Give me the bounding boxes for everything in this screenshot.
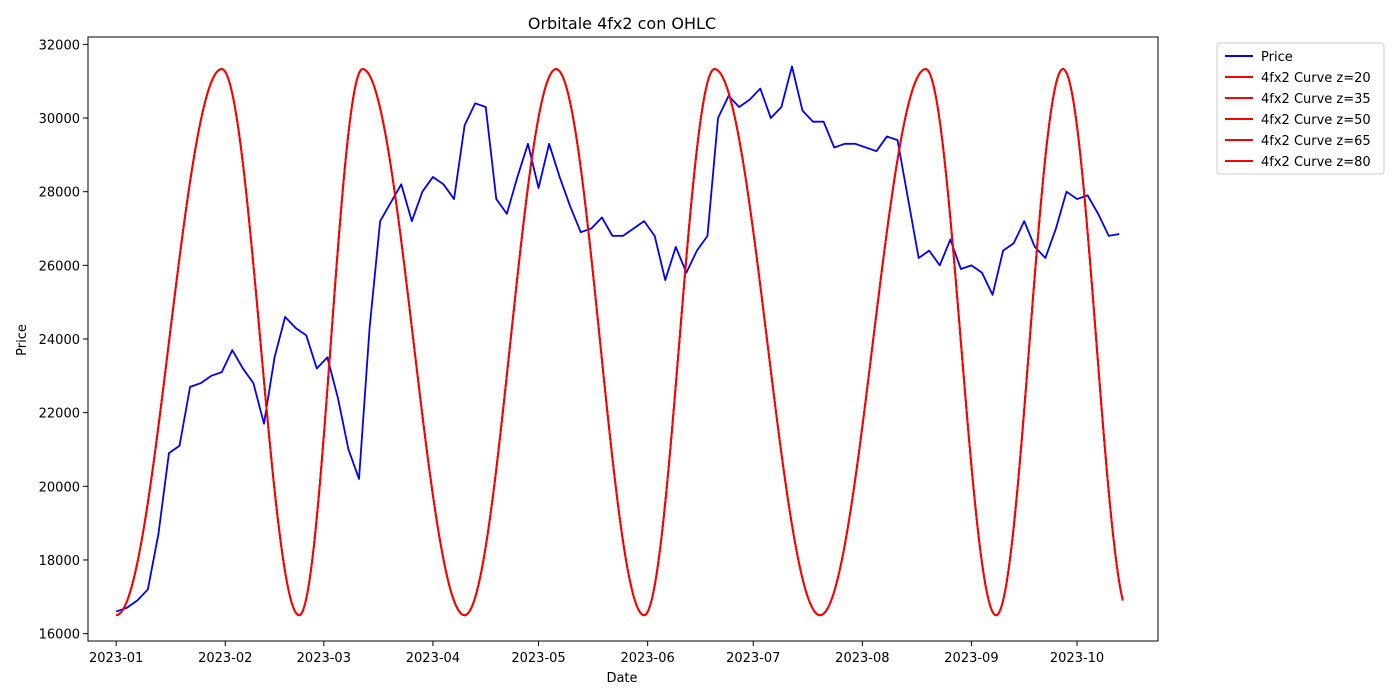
x-axis-title: Date bbox=[606, 671, 637, 686]
x-axis: 2023-01 2023-02 2023-03 2023-04 2023-05 2023-… bbox=[89, 641, 1104, 666]
legend-box bbox=[1216, 42, 1385, 175]
x-tick-label: 2023-03 bbox=[297, 651, 351, 666]
y-tick-label: 24000 bbox=[39, 333, 80, 348]
legend-entry: Price bbox=[1261, 50, 1293, 65]
y-axis-title: Price bbox=[15, 324, 30, 356]
x-tick-label: 2023-01 bbox=[89, 651, 143, 666]
y-tick-label: 16000 bbox=[39, 628, 80, 643]
legend-entry: 4fx2 Curve z=35 bbox=[1261, 92, 1371, 107]
legend-entry: 4fx2 Curve z=65 bbox=[1261, 134, 1371, 149]
chart-title: Orbitale 4fx2 con OHLC bbox=[528, 14, 716, 33]
x-tick-label: 2023-06 bbox=[620, 651, 674, 666]
y-tick-label: 20000 bbox=[39, 480, 80, 495]
legend-entry: 4fx2 Curve z=20 bbox=[1261, 71, 1371, 86]
x-tick-label: 2023-05 bbox=[511, 651, 565, 666]
plot-area bbox=[88, 37, 1158, 641]
y-tick-label: 22000 bbox=[39, 407, 80, 422]
y-tick-label: 32000 bbox=[39, 38, 80, 53]
x-tick-label: 2023-10 bbox=[1050, 651, 1104, 666]
x-tick-label: 2023-02 bbox=[198, 651, 252, 666]
series-line-curve-5 bbox=[115, 68, 1124, 617]
y-tick-label: 18000 bbox=[39, 554, 80, 569]
x-tick-label: 2023-09 bbox=[944, 651, 998, 666]
y-tick-label: 28000 bbox=[39, 186, 80, 201]
x-tick-label: 2023-08 bbox=[835, 651, 889, 666]
legend-entry: 4fx2 Curve z=80 bbox=[1261, 155, 1371, 170]
y-tick-label: 30000 bbox=[39, 112, 80, 127]
series-layer bbox=[115, 65, 1124, 617]
y-axis: 16000 18000 20000 22000 24000 26000 28000 30000… bbox=[39, 38, 88, 643]
legend-entry: 4fx2 Curve z=50 bbox=[1261, 113, 1371, 128]
x-tick-label: 2023-07 bbox=[726, 651, 780, 666]
x-tick-label: 2023-04 bbox=[406, 651, 460, 666]
legend: Price 4fx2 Curve z=20 4fx2 Curve z=35 4fx2 … bbox=[1216, 42, 1385, 175]
y-tick-label: 26000 bbox=[39, 259, 80, 274]
